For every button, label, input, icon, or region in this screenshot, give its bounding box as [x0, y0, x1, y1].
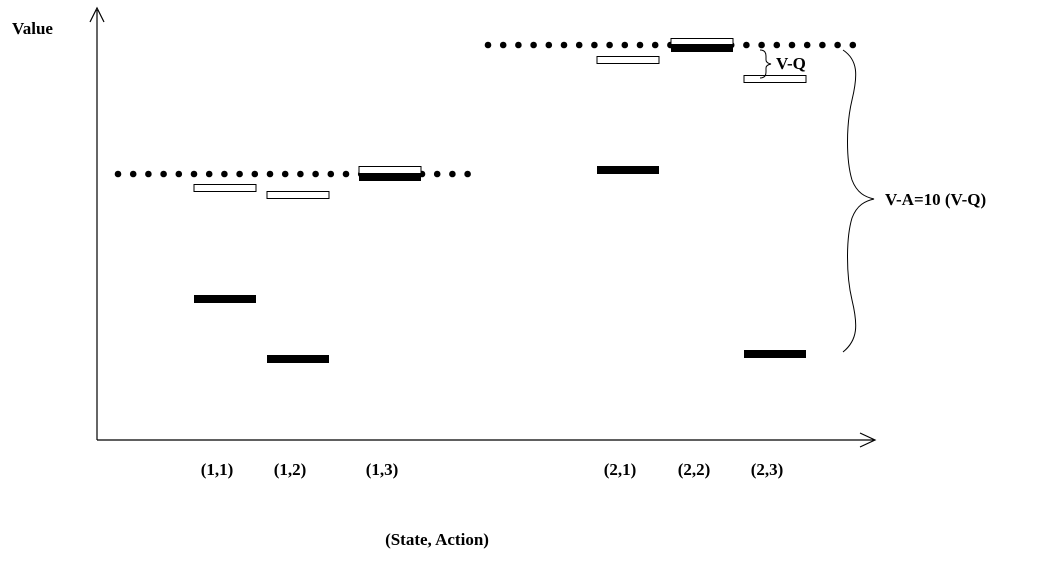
- small-brace-path: [759, 49, 772, 79]
- v-state-2-dot: [849, 41, 857, 49]
- v-state-2-dot: [575, 41, 583, 49]
- v-state-2-dot: [621, 41, 629, 49]
- v-state-1-dot: [221, 170, 228, 178]
- small-brace-label: V-Q: [776, 54, 806, 73]
- category-label-0: (1,1): [201, 460, 234, 479]
- a-bar-1: [267, 355, 329, 363]
- v-state-1-dot: [327, 170, 335, 178]
- category-label-3: (2,1): [604, 460, 637, 479]
- v-state-2-dot: [530, 41, 537, 49]
- y-axis-arrowhead: [89, 6, 105, 23]
- category-labels: (1,1) (1,2) (1,3) (2,1) (2,2) (2,3): [201, 460, 784, 479]
- v-state-1-dot: [281, 170, 289, 178]
- v-state-2-dot: [545, 41, 553, 49]
- v-state-1-dot: [114, 170, 122, 178]
- y-axis-label: Value: [12, 19, 53, 38]
- small-brace: V-Q: [759, 49, 806, 79]
- v-state-2-dot: [560, 41, 568, 49]
- v-state-2-dot: [773, 41, 781, 49]
- q-bar-5: [743, 75, 807, 83]
- v-state-1-dot: [129, 170, 137, 178]
- v-state-1-dot: [297, 170, 304, 178]
- x-axis-label: (State, Action): [385, 530, 489, 549]
- v-state-1-dot: [190, 170, 198, 178]
- v-state-1-dot: [266, 170, 274, 178]
- v-state-1-dot: [236, 170, 243, 178]
- category-label-1: (1,2): [274, 460, 307, 479]
- v-dotted-line-state-2: [484, 41, 857, 49]
- v-state-1-dot: [160, 170, 167, 178]
- v-state-1-dot: [312, 170, 319, 178]
- v-state-1-dot: [145, 170, 152, 178]
- v-state-1-dot: [251, 170, 259, 178]
- a-bar-0: [194, 295, 256, 303]
- v-state-2-dot: [651, 41, 659, 49]
- axes: [89, 6, 877, 448]
- category-label-2: (1,3): [366, 460, 399, 479]
- v-state-2-dot: [515, 41, 522, 49]
- v-state-2-dot: [819, 41, 826, 49]
- v-state-1-dot: [449, 170, 456, 178]
- v-state-1-dot: [464, 170, 471, 178]
- q-bar-3: [596, 56, 660, 64]
- large-brace-path: [842, 49, 875, 353]
- v-state-1-dot: [205, 170, 213, 178]
- x-axis-arrowhead: [859, 432, 877, 448]
- v-state-2-dot: [636, 41, 644, 49]
- v-state-2-dot: [484, 41, 492, 49]
- a-bar-3: [597, 166, 659, 174]
- v-state-2-dot: [499, 41, 507, 49]
- a-bar-5: [744, 350, 806, 358]
- large-brace-label: V-A=10 (V-Q): [885, 190, 986, 209]
- q-bar-2: [358, 166, 422, 174]
- v-state-2-dot: [591, 41, 598, 49]
- v-state-2-dot: [788, 41, 796, 49]
- v-state-1-dot: [342, 170, 350, 178]
- v-state-1-dot: [175, 170, 183, 178]
- v-state-1-dot: [433, 170, 441, 178]
- v-state-2-dot: [803, 41, 811, 49]
- a-bar-4: [671, 44, 733, 52]
- q-bar-1: [266, 191, 330, 199]
- q-bar-0: [193, 184, 257, 192]
- v-state-2-dot: [834, 41, 841, 49]
- v-state-2-dot: [743, 41, 750, 49]
- category-label-5: (2,3): [751, 460, 784, 479]
- v-state-2-dot: [606, 41, 613, 49]
- bars-group: [193, 38, 807, 363]
- category-label-4: (2,2): [678, 460, 711, 479]
- large-brace: V-A=10 (V-Q): [842, 49, 986, 353]
- a-bar-2: [359, 173, 421, 181]
- v-state-2-dot: [758, 41, 765, 49]
